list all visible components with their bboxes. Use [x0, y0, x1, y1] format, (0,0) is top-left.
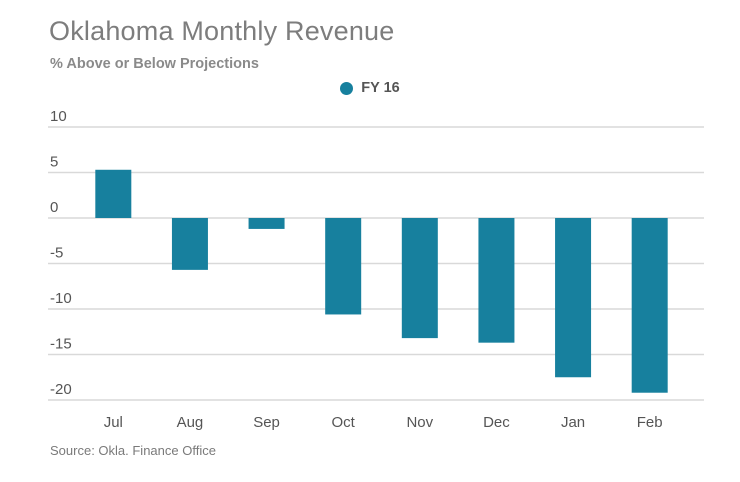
- bar-chart-plot: 10 5 0 -5 -10 -15 -20 Jul Aug Sep Oct Nov Dec Jan Feb: [48, 108, 704, 431]
- bar: [248, 218, 285, 229]
- y-tick-label: 0: [50, 199, 58, 216]
- y-tick-label: -5: [50, 245, 63, 262]
- bar: [555, 218, 592, 378]
- x-category-label: Aug: [177, 414, 204, 431]
- legend: FY 16: [0, 80, 740, 96]
- legend-dot-icon: [340, 81, 354, 95]
- chart-title: Oklahoma Monthly Revenue: [49, 16, 395, 46]
- y-tick-label: -15: [50, 336, 72, 353]
- x-category-label: Oct: [332, 414, 356, 431]
- y-tick-label: 10: [50, 108, 67, 125]
- bar: [171, 218, 208, 270]
- x-category-label: Dec: [483, 414, 510, 431]
- y-tick-label: -10: [50, 290, 72, 307]
- y-tick-label: -20: [50, 381, 72, 398]
- legend-label: FY 16: [361, 80, 400, 96]
- y-tick-label: 5: [50, 154, 58, 171]
- x-category-label: Jan: [561, 414, 585, 431]
- x-category-label: Sep: [253, 414, 280, 431]
- x-category-label: Jul: [104, 414, 123, 431]
- x-category-label: Feb: [637, 414, 663, 431]
- bar: [95, 169, 132, 218]
- x-category-label: Nov: [406, 414, 433, 431]
- bar: [478, 218, 515, 343]
- bar: [631, 218, 668, 393]
- bar: [401, 218, 438, 339]
- chart-subtitle: % Above or Below Projections: [50, 56, 259, 72]
- source-note: Source: Okla. Finance Office: [50, 443, 216, 458]
- bar: [325, 218, 362, 315]
